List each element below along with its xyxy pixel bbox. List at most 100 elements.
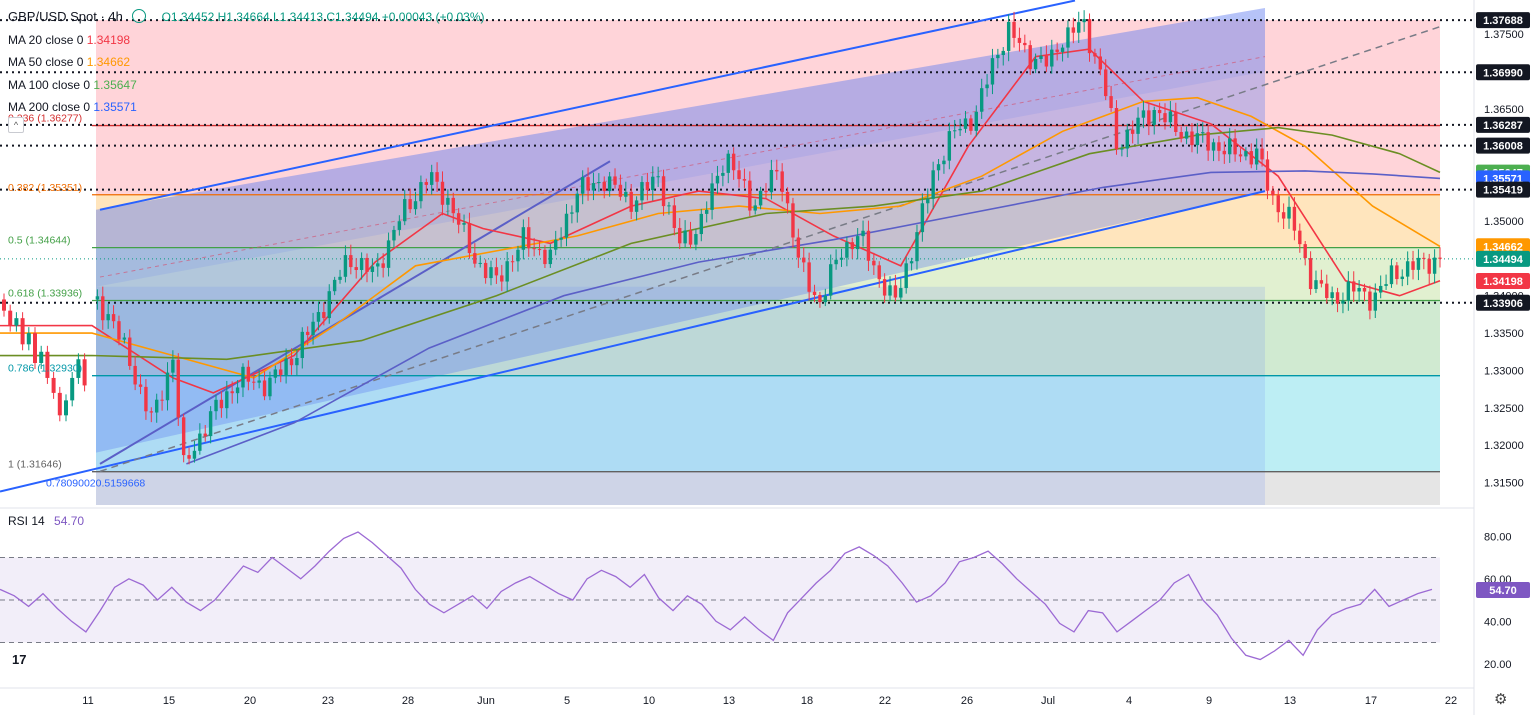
candle <box>446 197 450 205</box>
candle <box>958 128 962 131</box>
ma100-line <box>0 126 1441 361</box>
candle <box>963 118 968 129</box>
fib-band <box>96 125 1440 195</box>
channel-upper-line <box>99 0 1076 211</box>
candle <box>570 212 574 214</box>
fib-band <box>96 375 1440 472</box>
candle <box>419 182 423 202</box>
rsi-pane <box>0 531 1440 661</box>
candle <box>95 296 100 300</box>
candle <box>926 198 930 204</box>
candle <box>1039 55 1043 59</box>
price-badge-label: 1.34662 <box>1483 241 1523 253</box>
candle <box>284 358 288 375</box>
candle <box>1060 47 1065 52</box>
candle <box>500 275 504 282</box>
fib-level-label: 0.5 (1.34644) <box>8 235 70 247</box>
price-tick-label: 1.32500 <box>1484 403 1524 415</box>
candle <box>1028 45 1032 70</box>
visibility-icon[interactable] <box>132 9 147 23</box>
candle <box>1378 285 1383 293</box>
candle <box>645 182 650 191</box>
candle <box>715 175 720 184</box>
candle <box>128 337 132 366</box>
time-tick-label: 26 <box>961 695 973 707</box>
candle <box>241 366 245 388</box>
candle <box>920 203 925 233</box>
candle <box>1373 292 1377 311</box>
candle <box>721 172 725 176</box>
candle <box>273 369 278 378</box>
candle <box>974 111 978 131</box>
candle <box>176 359 180 418</box>
time-tick-label: 15 <box>163 695 175 707</box>
candle <box>758 190 763 206</box>
price-badge-label: 1.33906 <box>1483 298 1523 310</box>
candle <box>559 237 563 240</box>
time-tick-label: 20 <box>244 695 256 707</box>
collapse-legend-icon[interactable]: ^ <box>8 117 24 133</box>
candle <box>1023 42 1027 46</box>
price-tick-label: 1.33000 <box>1484 365 1524 377</box>
candle <box>1141 110 1146 118</box>
candle <box>564 213 569 238</box>
candle <box>769 169 774 193</box>
candle <box>802 257 806 263</box>
candle <box>289 358 294 366</box>
candle <box>597 182 601 184</box>
time-axis[interactable]: 11 15 20 23 28 Jun 5 10 13 18 22 26 Jul 4 9 13 17 22 <box>82 695 1457 707</box>
rsi-legend[interactable]: RSI 14 54.70 <box>8 514 84 528</box>
candle <box>133 365 137 385</box>
candle <box>1411 261 1415 270</box>
ma100-legend[interactable]: MA 100 close 0 1.35647 <box>8 77 137 92</box>
candle <box>1114 108 1119 150</box>
ma200-legend[interactable]: MA 200 close 0 1.35571 <box>8 100 137 114</box>
candle <box>101 296 105 321</box>
candle <box>20 318 25 345</box>
candle <box>160 399 164 401</box>
candle <box>688 230 693 245</box>
candle <box>1082 19 1086 23</box>
candle <box>456 213 461 225</box>
time-tick-label: Jul <box>1041 695 1055 707</box>
candle <box>451 197 455 214</box>
candle <box>45 351 50 378</box>
candle <box>785 191 790 204</box>
tradingview-logo-icon[interactable]: 17 <box>12 652 27 667</box>
candle <box>365 257 369 272</box>
candle <box>2 299 6 311</box>
candle <box>629 191 633 212</box>
ma50-legend[interactable]: MA 50 close 0 1.34662 <box>8 55 131 69</box>
candle <box>1330 292 1334 299</box>
symbol-title[interactable]: GBP/USD Spot · 4h <box>8 9 123 24</box>
price-axis[interactable]: 1.375001.370001.365001.360001.355001.350… <box>1476 12 1530 671</box>
candle <box>262 380 267 397</box>
candle <box>489 267 493 279</box>
fibonacci-retracement-zone <box>96 19 1440 505</box>
candle <box>753 205 757 211</box>
candle <box>1077 22 1081 33</box>
ma20-legend[interactable]: MA 20 close 0 1.34198 <box>8 32 131 47</box>
candle <box>861 230 865 237</box>
settings-gear-icon[interactable]: ⚙ <box>1494 691 1508 708</box>
candle <box>279 369 283 375</box>
candle <box>607 176 612 192</box>
fib-level-label: 0.618 (1.33936) <box>8 288 82 300</box>
candle <box>1357 287 1361 292</box>
candle <box>1098 56 1103 70</box>
candle <box>580 177 585 194</box>
candle <box>1055 49 1059 52</box>
candle <box>1033 58 1038 70</box>
rsi-badge <box>1476 582 1530 599</box>
candle <box>829 264 833 296</box>
candle <box>235 387 240 394</box>
candle <box>1287 206 1291 219</box>
fib-level-label: 0.382 (1.35351) <box>8 182 82 194</box>
price-tick-label: 1.33500 <box>1484 328 1524 340</box>
rsi-tick-label: 40.00 <box>1484 616 1512 628</box>
candle <box>370 266 375 272</box>
price-tick-label: 1.35000 <box>1484 216 1524 228</box>
candle <box>1427 258 1431 274</box>
candle <box>1292 206 1297 231</box>
